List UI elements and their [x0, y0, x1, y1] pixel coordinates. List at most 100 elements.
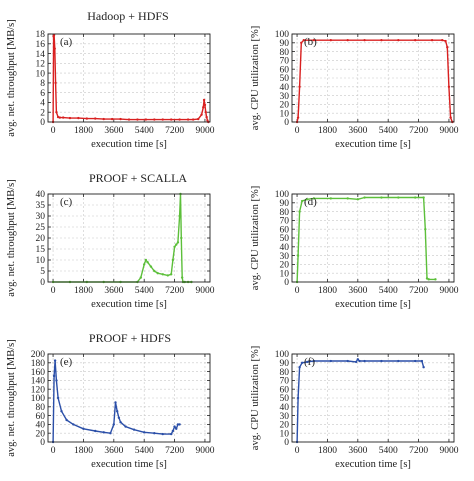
chart-panel-e: 0 1800 3600 5400 7200 90000204060801001201401… [6, 339, 215, 470]
plot-frame [291, 353, 455, 443]
data-point [161, 118, 164, 121]
y-tick-label: 80 [36, 403, 46, 413]
y-tick-label: 35 [36, 201, 46, 211]
data-point [119, 421, 122, 424]
x-tick-label: 3600 [348, 446, 367, 456]
y-tick-label: 70 [280, 377, 290, 387]
data-point [161, 273, 164, 276]
y-tick-label: 30 [280, 412, 290, 422]
data-point [53, 359, 57, 362]
y-tick-label: 20 [36, 234, 46, 244]
panel-tag: (a) [60, 36, 73, 48]
series-line-b [296, 39, 453, 123]
y-tick-label: 14 [36, 50, 46, 60]
data-point [300, 199, 304, 203]
data-point [204, 111, 207, 114]
data-point [142, 263, 146, 266]
y-tick-label: 100 [275, 350, 290, 360]
x-tick-label: 0 [295, 446, 300, 456]
x-tick-label: 1800 [74, 126, 93, 136]
data-point [296, 116, 300, 119]
x-tick-label: 3600 [104, 446, 123, 456]
y-tick-label: 10 [280, 109, 290, 119]
x-tick-label: 9000 [439, 446, 458, 456]
y-tick-label: 60 [36, 412, 46, 422]
data-point [102, 431, 105, 434]
y-tick-label: 50 [280, 234, 290, 244]
chart-panel-b: 0 1800 3600 5400 7200 90000102030405060708090… [250, 26, 459, 150]
data-point [430, 38, 434, 42]
data-point [329, 359, 333, 363]
data-point [55, 379, 58, 382]
plot-frame [47, 193, 211, 283]
data-point [146, 261, 149, 264]
data-point [413, 196, 417, 199]
data-point [444, 39, 447, 43]
data-point [60, 410, 63, 413]
y-tick-label: 10 [280, 429, 290, 439]
data-point [312, 197, 316, 200]
data-point [413, 359, 417, 363]
y-tick-label: 90 [280, 39, 290, 49]
data-point [54, 81, 57, 85]
data-point [397, 196, 400, 199]
data-point [446, 46, 449, 49]
y-tick-label: 80 [280, 48, 290, 58]
x-tick-label: 7200 [165, 126, 184, 136]
y-tick-label: 0 [40, 118, 45, 128]
x-tick-label: 7200 [409, 286, 428, 296]
data-point [171, 429, 175, 433]
x-tick-label: 9000 [195, 286, 214, 296]
x-tick-label: 1800 [74, 286, 93, 296]
data-point [397, 38, 400, 42]
data-point [296, 396, 300, 400]
data-point [200, 113, 203, 116]
y-axis-label: avg. CPU utilization [%] [250, 26, 261, 130]
plot-frame [47, 33, 211, 123]
y-tick-label: 10 [280, 269, 290, 279]
y-tick-label: 0 [284, 118, 289, 128]
series-line-d [296, 196, 436, 283]
data-point [169, 273, 173, 276]
y-tick-label: 10 [36, 256, 46, 266]
data-point [127, 118, 131, 121]
y-tick-label: 100 [31, 394, 46, 404]
x-tick-label: 3600 [348, 126, 367, 136]
x-tick-label: 1800 [74, 446, 93, 456]
y-tick-label: 6 [40, 89, 45, 99]
y-axis-label: avg. net. throughput [MB/s] [6, 339, 17, 457]
y-axis-label: avg. net. throughput [MB/s] [6, 179, 17, 297]
y-tick-label: 180 [31, 359, 46, 369]
data-point [296, 254, 300, 257]
data-point [202, 106, 205, 109]
data-point [114, 401, 117, 404]
x-tick-label: 9000 [439, 286, 458, 296]
data-point [363, 196, 366, 199]
data-point [117, 416, 121, 419]
plot-frame [47, 353, 211, 443]
y-tick-label: 0 [284, 438, 289, 448]
y-tick-label: 16 [36, 40, 46, 50]
x-tick-label: 5400 [379, 286, 398, 296]
data-point [356, 198, 360, 201]
data-point [124, 425, 127, 428]
data-point [380, 196, 383, 199]
data-point [72, 423, 75, 426]
data-point [82, 427, 85, 430]
x-tick-label: 0 [51, 286, 56, 296]
y-tick-label: 15 [36, 245, 46, 255]
x-axis-label: execution time [s] [91, 459, 167, 470]
data-point [142, 431, 146, 434]
data-point [65, 418, 68, 422]
series-line-e [52, 359, 180, 443]
x-axis-label: execution time [s] [91, 299, 167, 310]
data-point [171, 258, 175, 262]
x-tick-label: 7200 [409, 126, 428, 136]
data-point [156, 272, 159, 275]
x-tick-label: 5400 [135, 286, 154, 296]
y-tick-label: 5 [40, 267, 45, 277]
data-point [346, 38, 349, 42]
data-point [180, 276, 184, 279]
y-tick-label: 70 [280, 57, 290, 67]
data-point [354, 360, 358, 364]
